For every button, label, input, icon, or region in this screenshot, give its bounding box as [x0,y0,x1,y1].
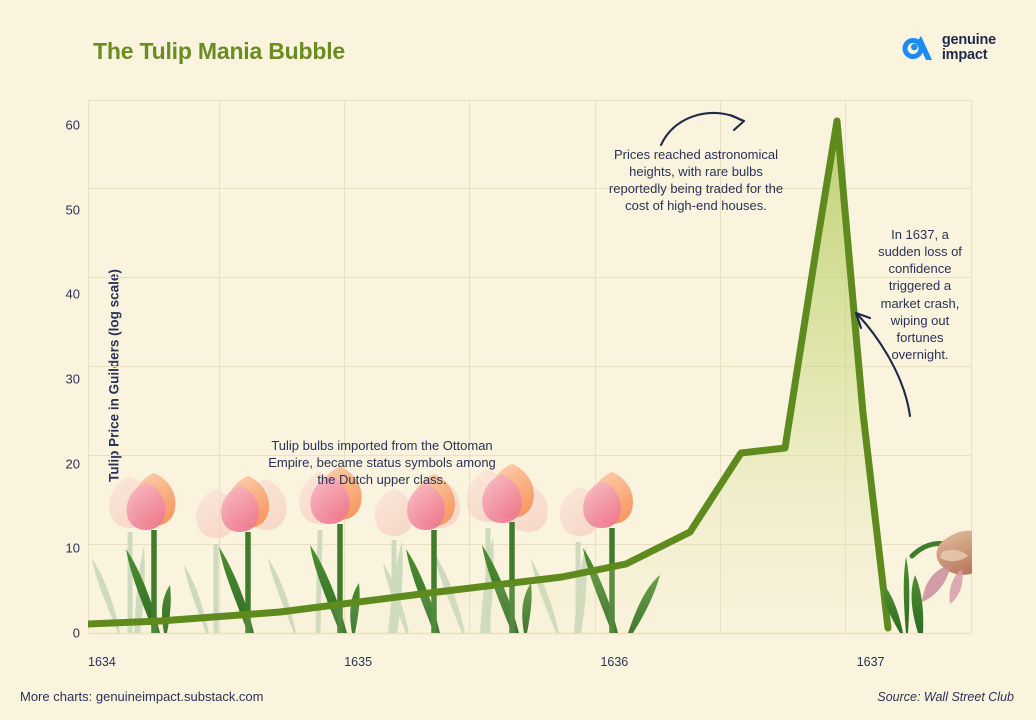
x-tick-1637: 1637 [856,655,885,669]
y-tick-60: 60 [65,117,80,133]
footer-more-charts: More charts: genuineimpact.substack.com [20,689,264,704]
x-tick-1636: 1636 [600,655,629,669]
y-tick-30: 30 [65,371,80,387]
vertical-gridlines [88,100,972,633]
annotation-crash: In 1637, a sudden loss of confidence tri… [878,227,962,363]
genuine-impact-logo-icon [902,36,932,60]
y-tick-10: 10 [65,540,80,556]
y-tick-0: 0 [72,625,80,641]
price-area-fill [88,121,888,633]
chart-canvas [88,100,972,635]
wilted-tulip-illustration [883,530,972,633]
logo-text-line1: genuine [941,32,996,49]
x-tick-1635: 1635 [344,655,373,669]
annotation-origin: Tulip bulbs imported from the Ottoman Em… [268,438,496,488]
y-tick-50: 50 [65,202,80,218]
y-tick-40: 40 [65,286,80,302]
logo-text-line2: impact [941,47,988,63]
annotation-peak: Prices reached astronomical heights, wit… [608,147,784,214]
brand-logo: genuine impact [901,32,996,64]
page-title: The Tulip Mania Bubble [93,38,346,64]
y-axis-ticks: 0 10 20 30 40 50 60 [46,100,80,640]
x-axis-ticks: 1634 1635 1636 1637 [88,655,972,675]
logo-text: genuine impact [942,33,996,63]
footer-source: Source: Wall Street Club [877,690,1014,704]
y-tick-20: 20 [65,456,80,472]
price-line [88,117,892,632]
plot-area: Tulip Price in Guilders (log scale) [88,100,972,640]
x-tick-1634: 1634 [88,655,116,669]
